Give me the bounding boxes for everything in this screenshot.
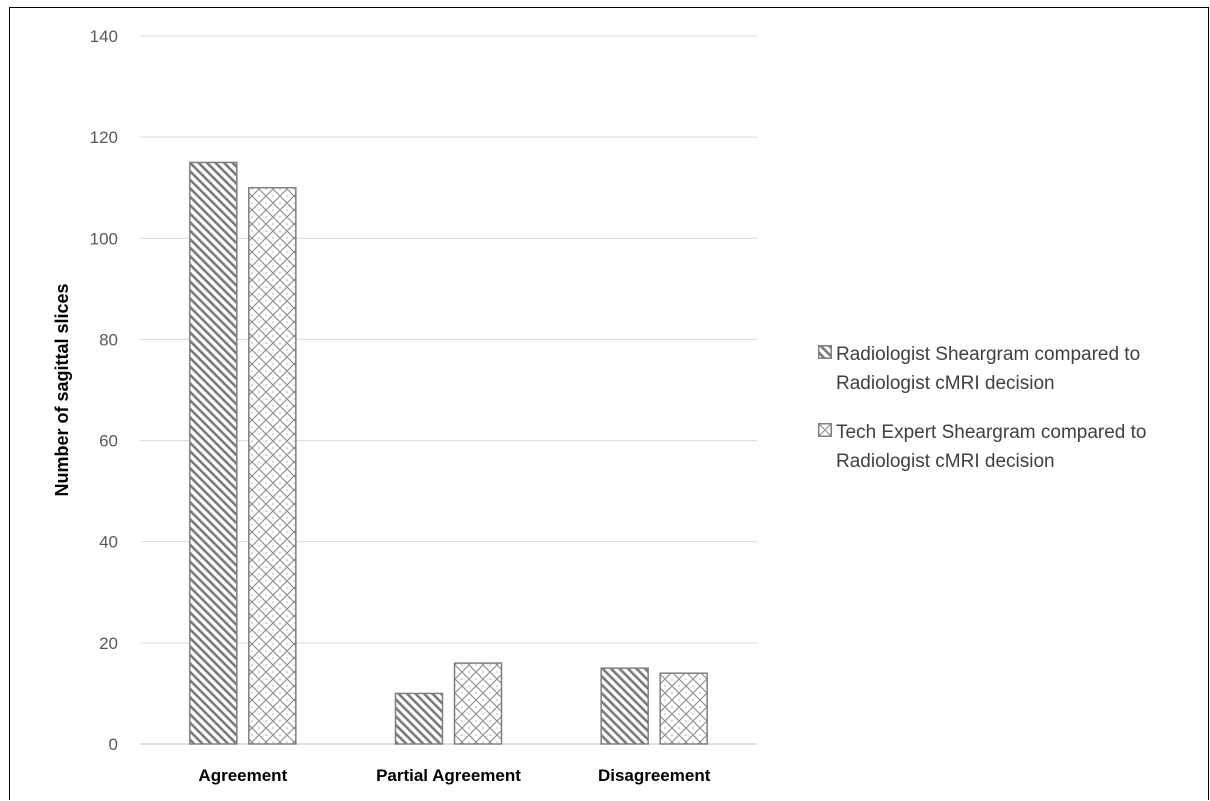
legend-label: Tech Expert Sheargram compared to Radiol… xyxy=(836,422,1147,472)
y-tick-label: 60 xyxy=(99,432,118,451)
y-tick-label: 20 xyxy=(99,634,118,653)
x-tick-label: Agreement xyxy=(198,766,287,785)
bars xyxy=(189,161,708,745)
legend: Radiologist Sheargram compared to Radiol… xyxy=(818,340,1198,496)
y-tick-label: 40 xyxy=(99,533,118,552)
bar-series-1-disagreement xyxy=(600,667,649,745)
legend-item: Tech Expert Sheargram compared to Radiol… xyxy=(818,418,1198,476)
legend-item: Radiologist Sheargram compared to Radiol… xyxy=(818,340,1198,398)
y-tick-label: 80 xyxy=(99,330,118,349)
bar-series-1-partial-agreement xyxy=(394,692,444,745)
y-tick-label: 0 xyxy=(109,735,118,754)
y-axis-ticks: 0 20 40 60 80 100 120 140 xyxy=(90,27,118,754)
bar-series-2-partial-agreement xyxy=(453,662,503,745)
x-axis-labels: Agreement Partial Agreement Disagreement xyxy=(198,766,710,785)
y-tick-label: 120 xyxy=(90,128,118,147)
x-tick-label: Disagreement xyxy=(598,766,711,785)
legend-swatch xyxy=(818,345,832,359)
legend-swatch xyxy=(818,423,832,437)
legend-label: Radiologist Sheargram compared to Radiol… xyxy=(836,344,1141,394)
y-tick-label: 100 xyxy=(90,229,118,248)
y-tick-label: 140 xyxy=(90,27,118,46)
bar-series-2-agreement xyxy=(248,186,297,745)
bar-series-2-disagreement xyxy=(659,672,708,745)
gridlines xyxy=(140,35,757,745)
bar-series-1-agreement xyxy=(189,161,238,745)
y-axis-title: Number of sagittal slices xyxy=(52,283,72,496)
x-tick-label: Partial Agreement xyxy=(376,766,521,785)
